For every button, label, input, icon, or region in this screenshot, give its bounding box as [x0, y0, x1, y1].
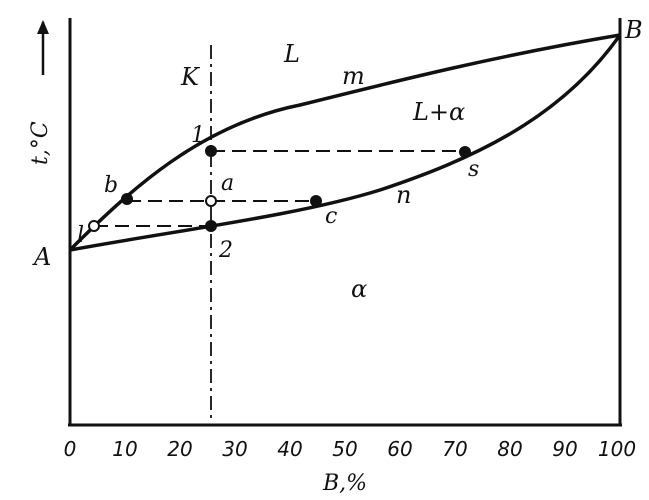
endpoint-label-b: B	[624, 16, 643, 44]
point-label-1: 1	[191, 123, 205, 148]
x-tick-label: 70	[442, 437, 467, 461]
point-c	[310, 195, 322, 207]
x-tick-label: 10	[112, 437, 137, 461]
x-tick-label: 100	[598, 437, 636, 461]
x-tick-labels: 0 10 20 30 40 50 60 70 80 90 100	[64, 437, 636, 461]
x-axis-label: B,%	[322, 471, 367, 496]
point-s	[459, 146, 471, 158]
point-label-c: c	[325, 204, 337, 229]
x-tick-label: 20	[167, 437, 192, 461]
y-axis-label: t,°C	[28, 121, 53, 165]
solidus-label-n: n	[396, 181, 411, 209]
region-label-solid: α	[351, 275, 367, 303]
point-label-b: b	[104, 173, 118, 198]
point-label-2: 2	[218, 238, 233, 263]
endpoint-label-a: A	[32, 243, 51, 271]
point-a	[205, 195, 217, 207]
liquidus-curve	[68, 33, 621, 252]
point-b	[121, 193, 133, 205]
point-2	[205, 220, 217, 232]
vertical-line-label-k: K	[180, 63, 201, 91]
x-tick-label: 40	[277, 437, 302, 461]
point-label-l: l	[77, 223, 84, 248]
y-axis-arrow	[37, 20, 49, 75]
x-tick-label: 80	[497, 437, 522, 461]
x-tick-label: 50	[332, 437, 357, 461]
point-1	[205, 145, 217, 157]
point-label-s: s	[468, 157, 479, 182]
region-label-two-phase: L+α	[412, 98, 465, 126]
x-tick-label: 30	[222, 437, 247, 461]
point-label-a: a	[221, 171, 234, 196]
solidus-curve	[69, 33, 622, 252]
liquidus-label-m: m	[342, 62, 365, 90]
x-tick-label: 60	[387, 437, 412, 461]
point-l	[88, 220, 100, 232]
x-tick-label: 90	[552, 437, 577, 461]
region-label-liquid: L	[283, 40, 300, 68]
x-tick-label: 0	[64, 437, 77, 461]
